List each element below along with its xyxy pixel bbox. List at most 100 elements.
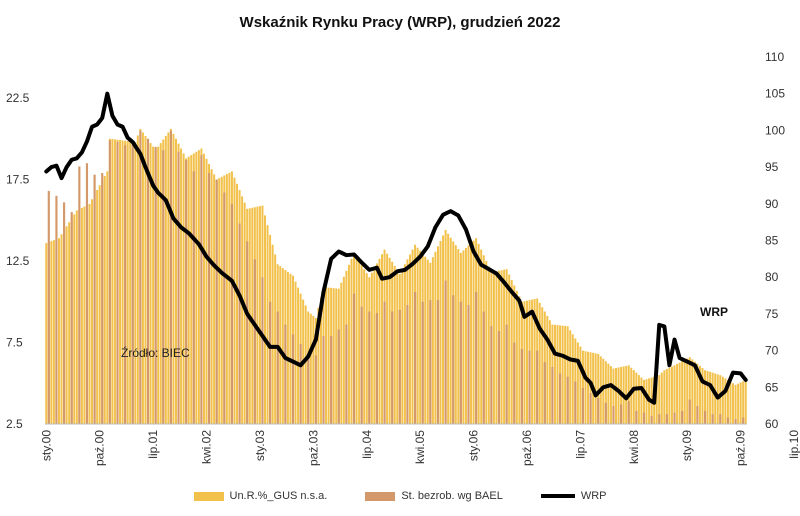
gus-bar: [454, 245, 457, 424]
gus-bar: [370, 272, 373, 424]
bael-bar: [589, 393, 592, 424]
gus-bar: [681, 361, 684, 424]
gus-bar: [663, 370, 666, 424]
gus-bar: [668, 367, 671, 424]
x-tick-label: sty.00: [39, 430, 53, 461]
bael-bar: [162, 150, 165, 424]
gus-bar: [264, 215, 266, 424]
gus-bar: [581, 350, 584, 424]
right-tick-label: 110: [765, 50, 784, 64]
bael-bar: [192, 171, 195, 424]
gus-bar: [526, 300, 528, 424]
gus-bar: [688, 357, 691, 424]
gus-bar: [129, 141, 132, 425]
gus-bar: [98, 185, 101, 424]
gus-bar: [335, 288, 338, 424]
bael-bar: [421, 301, 424, 424]
gus-bar: [167, 132, 170, 424]
gus-bar: [73, 214, 76, 424]
x-tick-label: kwi.08: [627, 430, 641, 464]
gus-bar: [485, 261, 488, 424]
gus-bar: [258, 206, 261, 424]
left-tick-label: 17.5: [6, 173, 30, 187]
gus-bar: [80, 207, 83, 424]
gus-bar: [546, 315, 549, 424]
gus-bar: [52, 240, 55, 424]
gus-bar: [719, 375, 722, 424]
gus-bar: [175, 138, 177, 424]
gus-bar: [734, 384, 737, 424]
bael-bar: [459, 301, 462, 424]
gus-bar: [508, 274, 511, 424]
gus-bar: [566, 326, 569, 424]
left-axis-ticks: 2.5 7.5 12.5 17.5 22.5: [6, 91, 30, 431]
gus-bar: [180, 148, 183, 424]
bael-bar: [414, 291, 417, 424]
bael-bar: [543, 362, 546, 424]
gus-bar: [576, 342, 579, 424]
gus-bar: [533, 299, 536, 424]
gus-bar: [149, 143, 152, 424]
x-tick-label: sty.09: [680, 430, 694, 461]
bael-bar: [291, 334, 295, 424]
gus-bar: [236, 183, 239, 424]
gus-bar: [477, 243, 480, 424]
gus-bar: [411, 249, 414, 424]
bael-bar: [558, 373, 562, 424]
bael-bar: [253, 259, 256, 424]
gus-bar: [515, 290, 518, 424]
gus-bar: [419, 250, 422, 424]
gus-bar: [602, 358, 605, 424]
gus-bar: [363, 269, 366, 424]
right-tick-label: 70: [765, 344, 779, 358]
gus-bar: [210, 169, 213, 424]
gus-bar: [670, 366, 673, 424]
gus-bar: [327, 287, 330, 424]
gus-bar: [386, 253, 389, 424]
x-tick-label: paź.06: [520, 430, 534, 466]
gus-bar: [556, 325, 559, 424]
gus-bar: [106, 171, 109, 424]
left-tick-label: 2.5: [6, 417, 23, 431]
bael-bar: [261, 277, 264, 424]
gus-bar: [202, 153, 205, 424]
gus-bar: [424, 256, 427, 424]
bael-bar: [711, 414, 714, 424]
gus-bar: [396, 269, 399, 424]
gus-bar: [312, 315, 315, 424]
right-tick-label: 100: [765, 123, 785, 137]
gus-bar: [279, 266, 282, 424]
legend-swatch-bael: [365, 491, 396, 501]
bael-bar: [505, 324, 508, 424]
gus-bar: [584, 351, 587, 424]
gus-bar: [739, 382, 742, 424]
gus-bar: [492, 271, 495, 424]
gus-bar: [548, 320, 551, 424]
bael-bar: [93, 174, 96, 424]
bael-bar: [276, 311, 279, 424]
legend-label-bael: St. bezrob. wg BAEL: [401, 490, 503, 502]
gus-bar: [632, 370, 635, 424]
gus-bar: [126, 141, 129, 424]
gus-bar: [172, 133, 175, 425]
gus-bar: [676, 363, 679, 424]
bael-bar: [391, 311, 394, 424]
bael-bar: [108, 140, 111, 424]
gus-bar: [45, 243, 48, 424]
gus-bar: [187, 156, 190, 424]
bael-bar: [139, 130, 142, 424]
bael-bar: [116, 142, 119, 424]
gus-bar: [704, 370, 707, 424]
bael-bar: [444, 280, 447, 424]
gus-bar: [726, 379, 729, 424]
bael-bar: [78, 166, 81, 424]
right-tick-label: 65: [765, 380, 779, 394]
gus-bar: [561, 325, 564, 424]
gus-bar: [510, 280, 513, 424]
gus-bar: [220, 176, 223, 424]
gus-bars: [45, 128, 747, 425]
bael-bar: [55, 195, 58, 424]
gus-bar: [347, 264, 350, 424]
bael-bar: [726, 417, 729, 424]
